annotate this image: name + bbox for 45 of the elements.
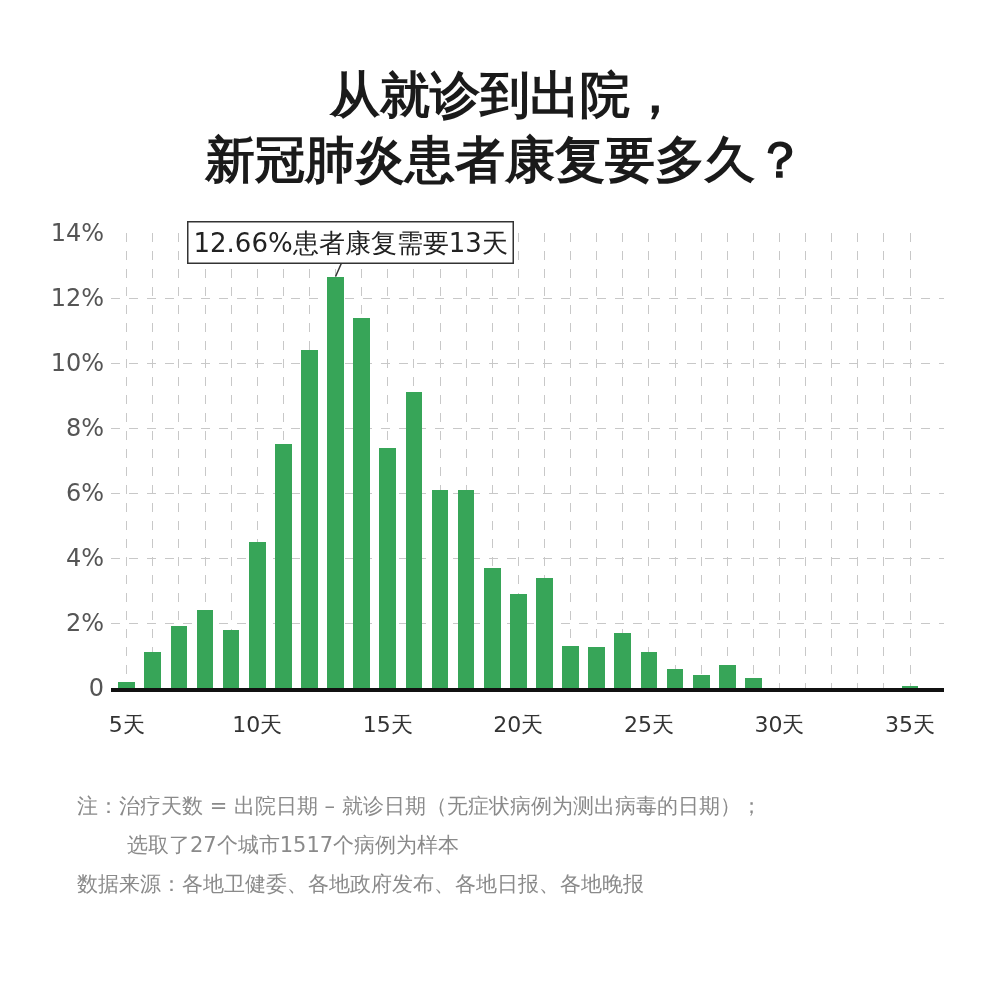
bar (197, 610, 213, 688)
bar (171, 626, 187, 688)
y-tick-label: 8% (65, 414, 104, 443)
bar (144, 652, 161, 688)
bar (275, 444, 292, 688)
bar (614, 633, 631, 688)
text: 选取了27个城市1517个病例为样本 (127, 833, 460, 857)
y-tick-label: 12% (50, 284, 104, 313)
text: 注：治疗天数 = 出院日期 – 就诊日期（无症状病例为测出病毒的日期）； (77, 794, 762, 818)
chart-title: 从就诊到出院，新冠肺炎患者康复要多久？ (204, 66, 805, 189)
x-tick-label: 20天 (493, 712, 544, 738)
x-tick-label: 30天 (754, 712, 805, 738)
bar (510, 594, 527, 688)
annotation: 12.66%患者康复需要13天 (193, 227, 508, 258)
bar (667, 669, 683, 688)
bar (118, 682, 135, 688)
x-tick-label: 25天 (623, 712, 674, 738)
y-tick-label: 4% (65, 544, 104, 573)
bar (353, 318, 370, 688)
bar (484, 568, 501, 688)
bar (693, 675, 710, 688)
source-note: 数据来源：各地卫健委、各地政府发布、各地日报、各地晚报 (77, 872, 644, 896)
bar (641, 652, 657, 688)
bar (327, 277, 344, 688)
bar (536, 578, 553, 688)
x-tick-label: 10天 (232, 712, 283, 738)
bar (719, 665, 736, 688)
bar (588, 647, 605, 688)
bar (458, 490, 474, 688)
bar (745, 678, 762, 688)
bar (406, 392, 422, 688)
y-tick-label: 14% (50, 219, 104, 248)
y-tick-label: 0 (88, 674, 104, 703)
bar (301, 350, 318, 688)
x-tick-label: 35天 (885, 712, 936, 738)
y-tick-label: 6% (65, 479, 104, 508)
y-tick-label: 10% (50, 349, 104, 378)
x-tick-label: 5天 (108, 712, 145, 738)
bar (432, 490, 448, 688)
bar (379, 448, 396, 688)
bar (249, 542, 266, 688)
bar (223, 630, 239, 688)
x-tick-label: 15天 (362, 712, 413, 738)
y-tick-label: 2% (65, 609, 104, 638)
bar (562, 646, 579, 688)
